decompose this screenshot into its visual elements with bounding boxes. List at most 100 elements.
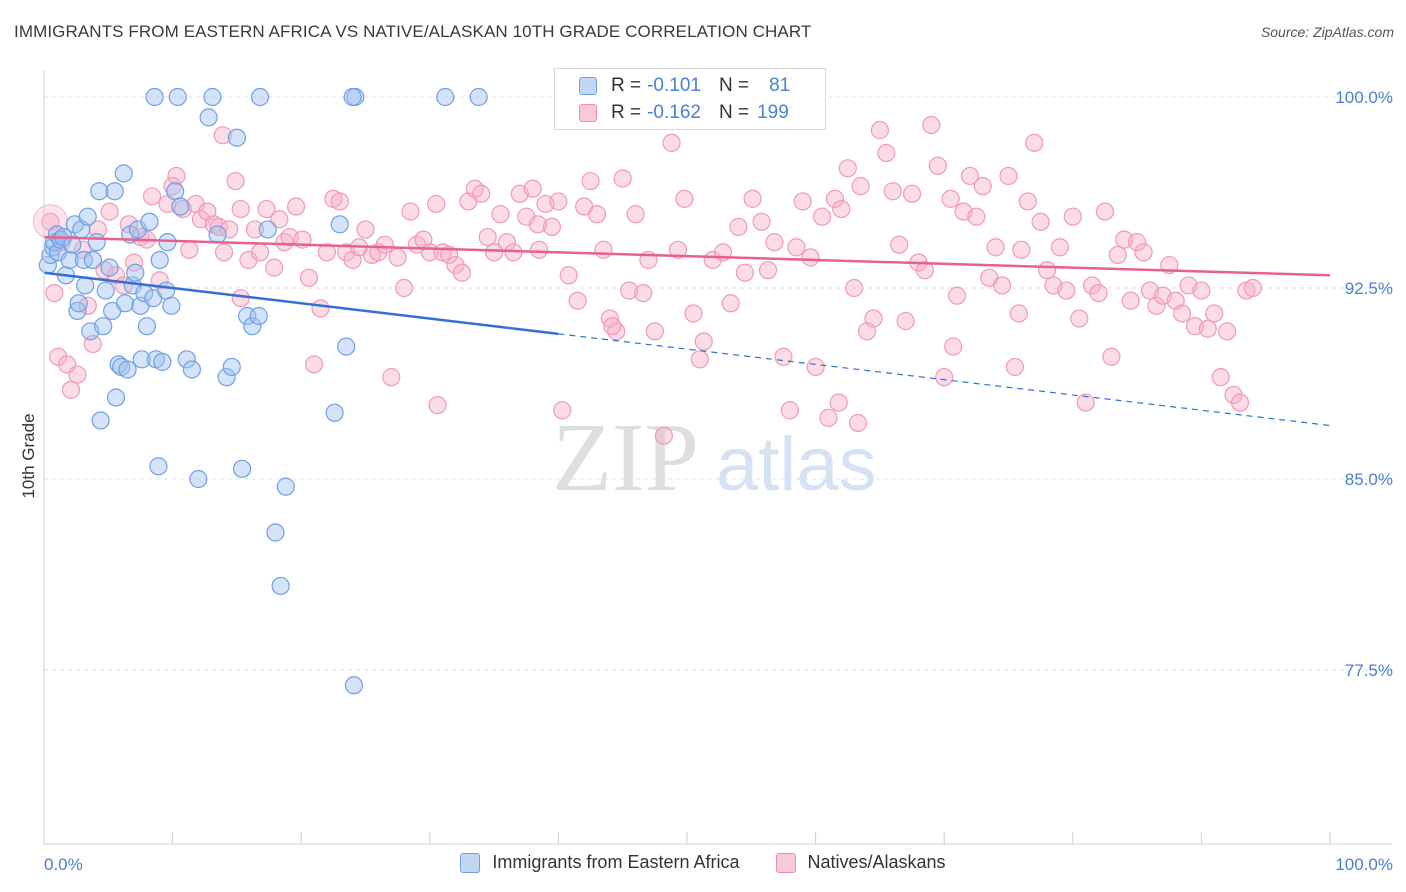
y-tick-label: 85.0% [1345, 470, 1393, 489]
data-point-natives [491, 205, 510, 224]
data-point-immigrants [78, 207, 97, 226]
legend-swatch-blue [460, 852, 481, 873]
data-point-natives [427, 194, 446, 214]
data-point-immigrants [189, 469, 208, 489]
data-point-immigrants [171, 197, 190, 216]
data-point-natives [986, 238, 1005, 257]
data-point-natives [568, 291, 587, 310]
data-point-natives [530, 240, 549, 259]
legend-n-value: 81 [769, 75, 791, 96]
data-point-natives [1057, 281, 1076, 300]
data-point-natives [478, 227, 497, 247]
data-point-natives [542, 217, 562, 236]
data-point-natives [226, 171, 245, 191]
y-axis-label: 10th Grade [19, 413, 38, 498]
data-point-natives [787, 238, 806, 257]
legend-swatch-pink [579, 104, 597, 122]
trend-lines [43, 235, 1331, 427]
data-point-natives [581, 171, 600, 191]
data-point-natives [1102, 347, 1121, 366]
data-point-natives [150, 271, 169, 290]
legend-label: Immigrants from Eastern Africa [492, 852, 740, 872]
legend-r-label: R = [611, 75, 642, 96]
data-point-immigrants [100, 258, 119, 277]
data-point-natives [231, 289, 250, 308]
data-point-immigrants [51, 230, 70, 249]
data-point-natives [587, 205, 607, 224]
data-point-natives [603, 317, 622, 336]
data-point-natives [721, 294, 740, 313]
tick-labels: 100.0% 92.5% 85.0% 77.5% 0.0% 100.0% [44, 88, 1393, 874]
data-point-immigrants [166, 182, 185, 201]
data-point-immigrants [271, 576, 290, 596]
data-point-natives [1063, 207, 1082, 226]
data-point-natives [1243, 278, 1262, 298]
data-point-immigrants [150, 250, 169, 270]
data-point-natives [1224, 385, 1243, 405]
data-point-natives [870, 121, 890, 140]
data-point-immigrants [343, 87, 362, 107]
data-point-natives [801, 248, 820, 267]
data-point-natives [1009, 304, 1028, 323]
data-point-natives [1031, 212, 1050, 231]
legend-item-natives[interactable]: Natives/Alaskans [775, 852, 946, 873]
data-point-natives [999, 166, 1018, 186]
data-point-immigrants [276, 477, 295, 496]
data-point-natives [446, 255, 465, 275]
data-point-natives [1127, 233, 1147, 252]
data-point-natives [472, 184, 491, 203]
series-legend: Immigrants from Eastern Africa Natives/A… [0, 852, 1406, 873]
data-point-immigrants [137, 317, 156, 336]
data-point-natives [806, 357, 825, 377]
data-point-natives [832, 199, 851, 219]
data-point-immigrants [168, 87, 187, 107]
data-point-natives [594, 240, 613, 259]
data-point-natives [694, 332, 713, 351]
data-point-immigrants [266, 523, 285, 542]
data-point-natives [1005, 357, 1025, 377]
legend-r-value: -0.162 [647, 102, 701, 123]
data-point-immigrants [90, 182, 109, 201]
data-point-natives [180, 240, 199, 259]
y-tick-label: 77.5% [1345, 661, 1393, 680]
chart-title: IMMIGRANTS FROM EASTERN AFRICA VS NATIVE… [14, 22, 812, 41]
data-point-natives [1095, 202, 1115, 221]
data-point-natives [231, 199, 250, 219]
data-point-immigrants [227, 128, 246, 147]
data-point-natives [780, 401, 799, 420]
data-point-natives [1147, 296, 1166, 315]
data-point-immigrants [149, 457, 168, 476]
legend-row-pink: R = -0.162 N = 199 [579, 101, 789, 125]
data-point-natives [375, 235, 394, 254]
data-point-immigrants [140, 212, 159, 231]
watermark-atlas: atlas [716, 422, 877, 507]
data-point-natives [829, 393, 848, 412]
data-point-immigrants [153, 352, 172, 371]
data-point-natives [941, 189, 960, 208]
data-point-natives [690, 350, 709, 369]
data-point-natives [250, 243, 270, 262]
data-point-natives [45, 283, 64, 303]
data-point-natives [61, 380, 81, 399]
data-point-natives [758, 261, 778, 280]
data-point-natives [992, 276, 1012, 295]
data-point-natives [1037, 261, 1057, 280]
data-point-natives [626, 205, 645, 224]
data-point-natives [684, 304, 703, 323]
data-point-immigrants [249, 306, 268, 326]
data-point-immigrants [469, 87, 488, 107]
data-point-natives [1076, 393, 1095, 412]
data-point-natives [654, 426, 673, 445]
data-point-natives [485, 243, 504, 262]
legend-r-value: -0.101 [647, 75, 701, 96]
data-point-natives [613, 169, 632, 188]
trend-line-immigrants-extrapolated [558, 333, 1331, 427]
legend-item-immigrants[interactable]: Immigrants from Eastern Africa [460, 852, 740, 873]
data-point-immigrants [217, 368, 236, 387]
data-point-natives [1050, 238, 1070, 257]
data-point-immigrants [243, 317, 262, 336]
data-point-natives [620, 281, 639, 300]
data-point-natives [167, 166, 186, 186]
data-point-natives [890, 235, 909, 254]
